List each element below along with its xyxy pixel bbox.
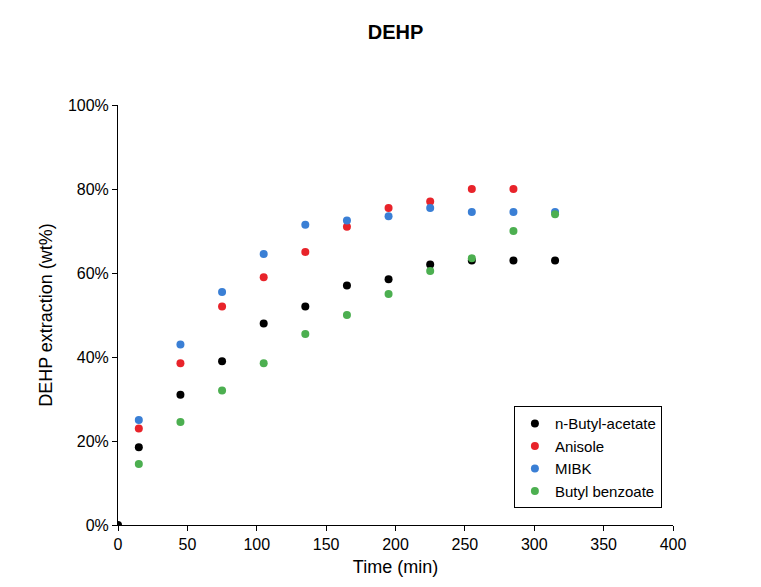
svg-text:MIBK: MIBK — [555, 460, 592, 477]
svg-text:400: 400 — [660, 536, 687, 553]
svg-text:DEHP: DEHP — [368, 21, 424, 43]
svg-text:Anisole: Anisole — [555, 438, 604, 455]
svg-text:50: 50 — [178, 536, 196, 553]
svg-text:300: 300 — [521, 536, 548, 553]
svg-text:Butyl benzoate: Butyl benzoate — [555, 483, 654, 500]
svg-text:DEHP extraction (wt%): DEHP extraction (wt%) — [36, 223, 56, 407]
svg-text:80%: 80% — [77, 181, 109, 198]
svg-text:100: 100 — [243, 536, 270, 553]
svg-text:250: 250 — [452, 536, 479, 553]
svg-text:20%: 20% — [77, 433, 109, 450]
svg-text:350: 350 — [590, 536, 617, 553]
svg-text:n-Butyl-acetate: n-Butyl-acetate — [555, 415, 656, 432]
svg-text:0: 0 — [114, 536, 123, 553]
svg-text:200: 200 — [382, 536, 409, 553]
svg-text:Time (min): Time (min) — [353, 557, 438, 577]
svg-text:100%: 100% — [68, 97, 109, 114]
svg-text:60%: 60% — [77, 265, 109, 282]
svg-text:40%: 40% — [77, 349, 109, 366]
svg-text:150: 150 — [313, 536, 340, 553]
svg-text:0%: 0% — [86, 517, 109, 534]
